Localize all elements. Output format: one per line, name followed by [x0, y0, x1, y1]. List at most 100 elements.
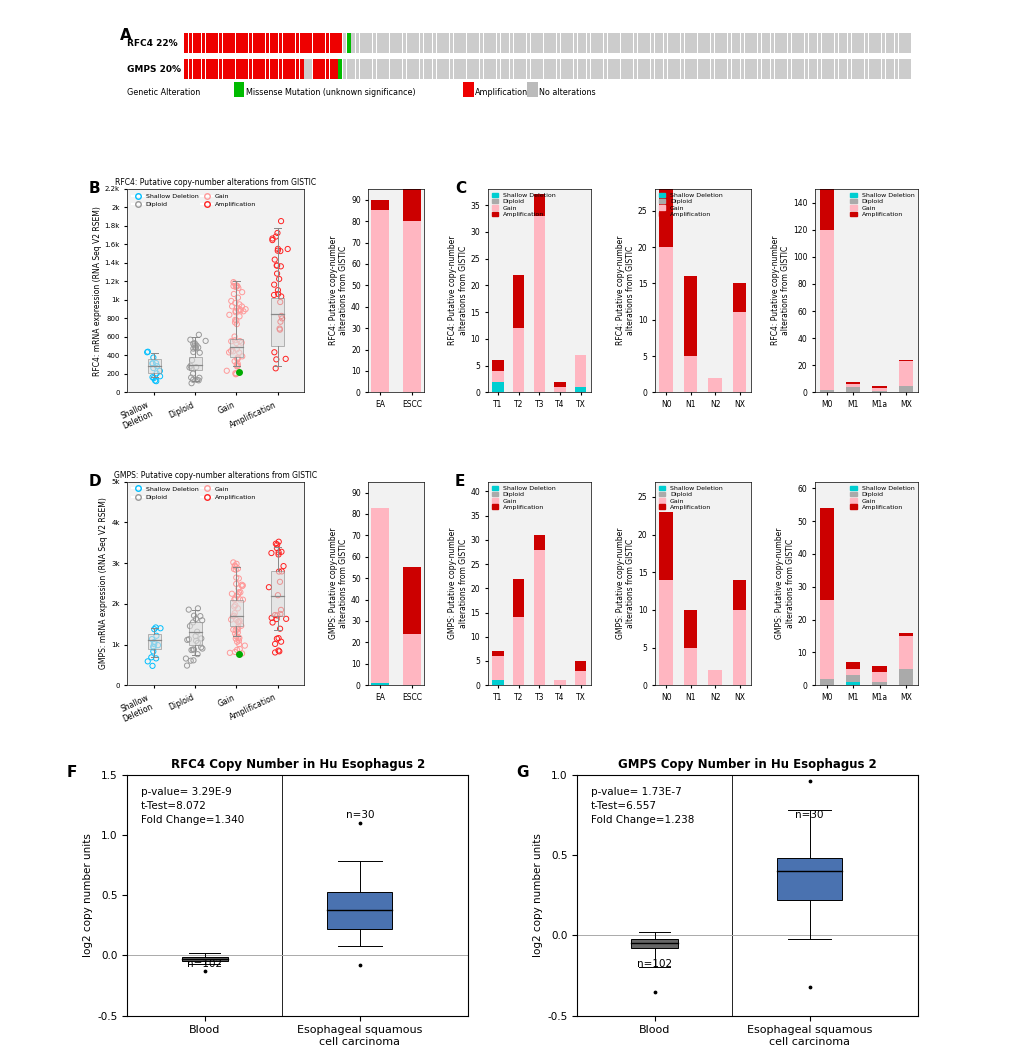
- FancyBboxPatch shape: [689, 33, 692, 54]
- Bar: [871, 672, 887, 682]
- FancyBboxPatch shape: [372, 59, 376, 79]
- Point: [147, 372, 163, 389]
- Point: [270, 286, 286, 303]
- Point: [233, 578, 250, 595]
- FancyBboxPatch shape: [214, 33, 218, 54]
- FancyBboxPatch shape: [321, 33, 325, 54]
- FancyBboxPatch shape: [462, 59, 466, 79]
- FancyBboxPatch shape: [286, 33, 290, 54]
- FancyBboxPatch shape: [235, 33, 239, 54]
- Point: [198, 332, 214, 349]
- FancyBboxPatch shape: [757, 59, 761, 79]
- Point: [230, 630, 247, 646]
- FancyBboxPatch shape: [463, 81, 473, 97]
- FancyBboxPatch shape: [286, 59, 290, 79]
- Point: [352, 956, 368, 973]
- FancyBboxPatch shape: [603, 33, 607, 54]
- FancyBboxPatch shape: [436, 59, 440, 79]
- FancyBboxPatch shape: [342, 33, 346, 54]
- Point: [270, 642, 286, 659]
- Point: [228, 277, 245, 294]
- Bar: [871, 391, 887, 393]
- FancyBboxPatch shape: [769, 59, 773, 79]
- FancyBboxPatch shape: [535, 59, 538, 79]
- FancyBboxPatch shape: [868, 59, 872, 79]
- Point: [801, 772, 817, 789]
- Bar: [733, 609, 746, 686]
- FancyBboxPatch shape: [403, 59, 406, 79]
- FancyBboxPatch shape: [342, 59, 346, 79]
- FancyBboxPatch shape: [783, 59, 787, 79]
- FancyBboxPatch shape: [377, 59, 380, 79]
- FancyBboxPatch shape: [432, 33, 436, 54]
- Bar: [575, 671, 586, 686]
- FancyBboxPatch shape: [851, 33, 855, 54]
- FancyBboxPatch shape: [445, 33, 448, 54]
- Point: [233, 617, 250, 634]
- FancyBboxPatch shape: [202, 33, 205, 54]
- Y-axis label: GMPS: Putative copy-number
alterations from GISTIC: GMPS: Putative copy-number alterations f…: [447, 528, 467, 639]
- Point: [228, 299, 245, 316]
- FancyBboxPatch shape: [381, 59, 384, 79]
- FancyBboxPatch shape: [296, 33, 300, 54]
- Point: [230, 632, 247, 649]
- Point: [273, 544, 289, 561]
- FancyBboxPatch shape: [308, 59, 312, 79]
- Point: [227, 304, 244, 321]
- FancyBboxPatch shape: [855, 33, 859, 54]
- FancyBboxPatch shape: [223, 33, 226, 54]
- FancyBboxPatch shape: [718, 33, 722, 54]
- FancyBboxPatch shape: [748, 59, 752, 79]
- Text: D: D: [89, 474, 101, 489]
- Point: [145, 354, 161, 371]
- FancyBboxPatch shape: [543, 33, 547, 54]
- Y-axis label: GMPS: Putative copy-number
alterations from GISTIC: GMPS: Putative copy-number alterations f…: [328, 528, 347, 639]
- Bar: [575, 661, 586, 671]
- Point: [218, 362, 234, 379]
- FancyBboxPatch shape: [282, 59, 286, 79]
- Point: [230, 279, 247, 296]
- Bar: [492, 382, 503, 393]
- Point: [266, 344, 282, 361]
- FancyBboxPatch shape: [615, 59, 620, 79]
- FancyBboxPatch shape: [800, 59, 803, 79]
- Point: [191, 326, 207, 343]
- Bar: [658, 580, 673, 686]
- FancyBboxPatch shape: [218, 33, 222, 54]
- FancyBboxPatch shape: [453, 33, 458, 54]
- FancyBboxPatch shape: [663, 33, 666, 54]
- Point: [267, 535, 283, 552]
- FancyBboxPatch shape: [573, 33, 577, 54]
- Point: [148, 650, 164, 667]
- Bar: [513, 618, 524, 686]
- Bar: [871, 388, 887, 391]
- Point: [183, 375, 200, 391]
- Point: [223, 333, 239, 350]
- Title: RFC4: Putative copy-number alterations from GISTIC: RFC4: Putative copy-number alterations f…: [115, 178, 316, 187]
- FancyBboxPatch shape: [829, 59, 834, 79]
- Point: [228, 627, 245, 644]
- Point: [269, 266, 285, 282]
- Point: [229, 358, 246, 375]
- Point: [269, 224, 285, 241]
- Point: [229, 614, 246, 631]
- Point: [228, 341, 245, 358]
- FancyBboxPatch shape: [898, 33, 902, 54]
- FancyBboxPatch shape: [560, 59, 565, 79]
- Point: [231, 332, 248, 349]
- Point: [228, 312, 245, 329]
- FancyBboxPatch shape: [565, 33, 569, 54]
- Point: [148, 372, 164, 389]
- Point: [190, 339, 206, 355]
- FancyBboxPatch shape: [265, 59, 269, 79]
- FancyBboxPatch shape: [569, 59, 573, 79]
- Y-axis label: GMPS: Putative copy-number
alterations from GISTIC: GMPS: Putative copy-number alterations f…: [774, 528, 794, 639]
- FancyBboxPatch shape: [697, 33, 701, 54]
- Legend: Shallow Deletion, Diploid, Gain, Amplification: Shallow Deletion, Diploid, Gain, Amplifi…: [657, 485, 722, 511]
- FancyBboxPatch shape: [475, 33, 479, 54]
- FancyBboxPatch shape: [569, 33, 573, 54]
- FancyBboxPatch shape: [701, 33, 705, 54]
- FancyBboxPatch shape: [385, 59, 389, 79]
- Point: [145, 349, 161, 366]
- FancyBboxPatch shape: [633, 33, 637, 54]
